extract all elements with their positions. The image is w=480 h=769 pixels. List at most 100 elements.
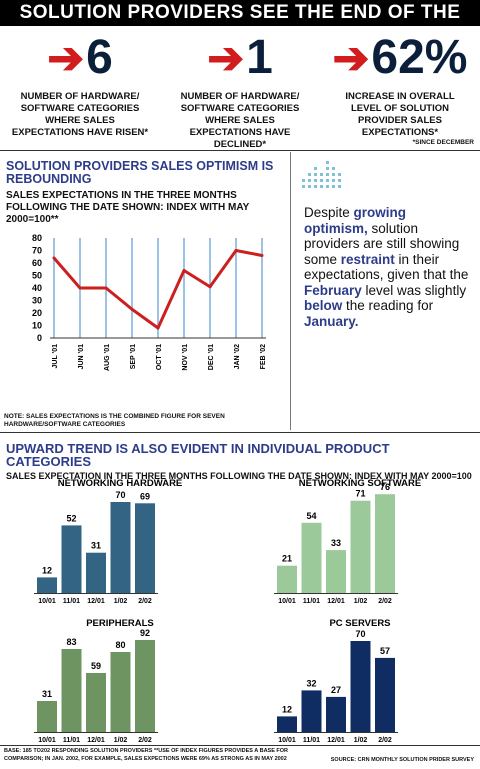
data-point [52,256,56,260]
stat-risen: ➔6 NUMBER OF HARDWARE/ SOFTWARE CATEGORI… [0,30,160,139]
data-label: 31 [42,689,52,699]
chart-title: NETWORKING HARDWARE [58,478,183,489]
since-note: *SINCE DECEMBER [412,139,474,146]
y-tick-label: 50 [32,271,42,281]
bar [61,649,82,732]
bar [326,550,346,593]
stat-increase: ➔62% INCREASE IN OVERALL LEVEL OF SOLUTI… [320,30,480,139]
y-tick-label: 20 [32,308,42,318]
data-point [208,285,212,289]
x-tick-label: 11/01 [303,598,320,605]
page-title: SOLUTION PROVIDERS SEE THE END OF THE TU… [0,0,480,49]
data-label: 76 [380,482,390,492]
x-tick-label: 10/01 [278,737,296,744]
optimism-header: SOLUTION PROVIDERS SALES OPTIMISM IS REB… [6,160,286,226]
y-tick-label: 60 [32,258,42,268]
data-label: 57 [380,646,390,656]
bar-chart-pc-servers: PC SERVERS 12 10/01 32 11/01 27 12/01 70 1/02 57 2… [274,618,398,744]
y-tick-label: 30 [32,296,42,306]
x-tick-label: 2/02 [138,598,152,605]
data-point [104,286,108,290]
bar [375,657,395,732]
x-tick-label: 1/02 [114,598,128,605]
bar-chart-peripherals: PERIPHERALS 31 10/01 83 11/01 59 12/01 80 1/02 92… [34,618,158,744]
bar-graph-icon [302,161,341,188]
bar [135,640,155,732]
data-label: 69 [140,491,150,501]
data-label: 52 [66,513,76,523]
bar [375,494,395,593]
data-label: 92 [140,628,150,638]
data-point [260,254,264,257]
y-tick-label: 70 [32,246,42,256]
bar [277,565,297,593]
section-title: UPWARD TREND IS ALSO EVIDENT IN INDIVIDU… [6,441,390,469]
divider [0,150,480,151]
data-point [130,307,134,311]
data-point [234,249,238,252]
data-label: 59 [91,661,101,671]
chart-title: PERIPHERALS [86,618,154,629]
x-tick-label: 10/01 [38,737,56,744]
data-point [156,326,160,330]
divider [0,432,480,433]
chart-title: PC SERVERS [329,618,390,629]
bar [135,503,155,593]
x-tick-label: 1/02 [114,737,128,744]
bar [326,696,346,732]
x-tick-label: JUL '01 [52,344,59,369]
commentary-text: Despite growing optimism, solution provi… [304,205,469,329]
y-tick-label: 0 [37,333,42,343]
data-label: 80 [115,640,125,650]
x-tick-label: 11/01 [63,737,80,744]
section-subtitle: SALES EXPECTATION IN THE THREE MONTHS FO… [6,471,472,481]
section-subtitle: SALES EXPECTATIONS IN THE THREE MONTHS F… [6,190,250,225]
data-label: 70 [355,629,365,639]
x-tick-label: 11/01 [63,598,80,605]
stat-description: NUMBER OF HARDWARE/ SOFTWARE CATEGORIES … [180,91,300,150]
data-label: 31 [91,541,101,551]
data-label: 71 [355,489,365,499]
bar [277,716,297,732]
source-note: SOURCE: CRN MONTHLY SOLUTION PRIDER SURV… [330,757,474,763]
y-tick-label: 40 [32,283,42,293]
footnote: BASE: 185 TO202 RESPONDING SOLUTION PROV… [4,748,289,762]
x-tick-label: 12/01 [87,737,105,744]
bar-chart-networking-hardware: NETWORKING HARDWARE 12 10/01 52 11/01 31 12/01… [34,478,183,605]
stat-declined: ➔1 NUMBER OF HARDWARE/ SOFTWARE CATEGORI… [160,30,320,151]
x-tick-label: 12/01 [87,598,105,605]
x-tick-label: 12/01 [327,598,345,605]
chart-note: NOTE: SALES EXPECTATIONS IS THE COMBINED… [4,413,225,428]
stat-value: 62% [371,31,468,84]
x-tick-label: 2/02 [378,737,392,744]
line-chart: 0 10 20 30 40 50 60 70 80 JUL '01 JUN '01 AUG '01 SE… [32,233,267,371]
data-label: 12 [42,565,52,575]
bar [86,673,106,732]
y-tick-label: 10 [32,321,42,331]
data-label: 12 [282,704,292,714]
bar [350,641,371,732]
data-label: 70 [115,490,125,500]
bar [37,577,57,593]
x-tick-label: NOV '01 [182,344,189,371]
data-label: 83 [66,637,76,647]
data-label: 32 [306,678,316,688]
arrow-right-icon: ➔ [207,34,245,83]
data-point [182,269,186,272]
x-tick-label: JUN '01 [78,344,85,370]
x-tick-label: 11/01 [303,737,320,744]
x-tick-label: DEC '01 [208,344,215,370]
x-tick-label: 1/02 [354,598,368,605]
data-label: 54 [306,511,316,521]
x-tick-label: 1/02 [354,737,368,744]
bar [110,652,131,732]
section-title: SOLUTION PROVIDERS SALES OPTIMISM IS REB… [6,159,274,186]
bar [86,552,106,593]
data-label: 27 [331,685,341,695]
bar-chart-networking-software: NETWORKING SOFTWARE 21 10/01 54 11/01 33 12/01… [274,478,421,605]
x-tick-label: 12/01 [327,737,345,744]
x-tick-label: 2/02 [138,737,152,744]
stat-value: 6 [86,31,113,84]
bar [301,522,322,593]
stat-value: 1 [246,31,273,84]
